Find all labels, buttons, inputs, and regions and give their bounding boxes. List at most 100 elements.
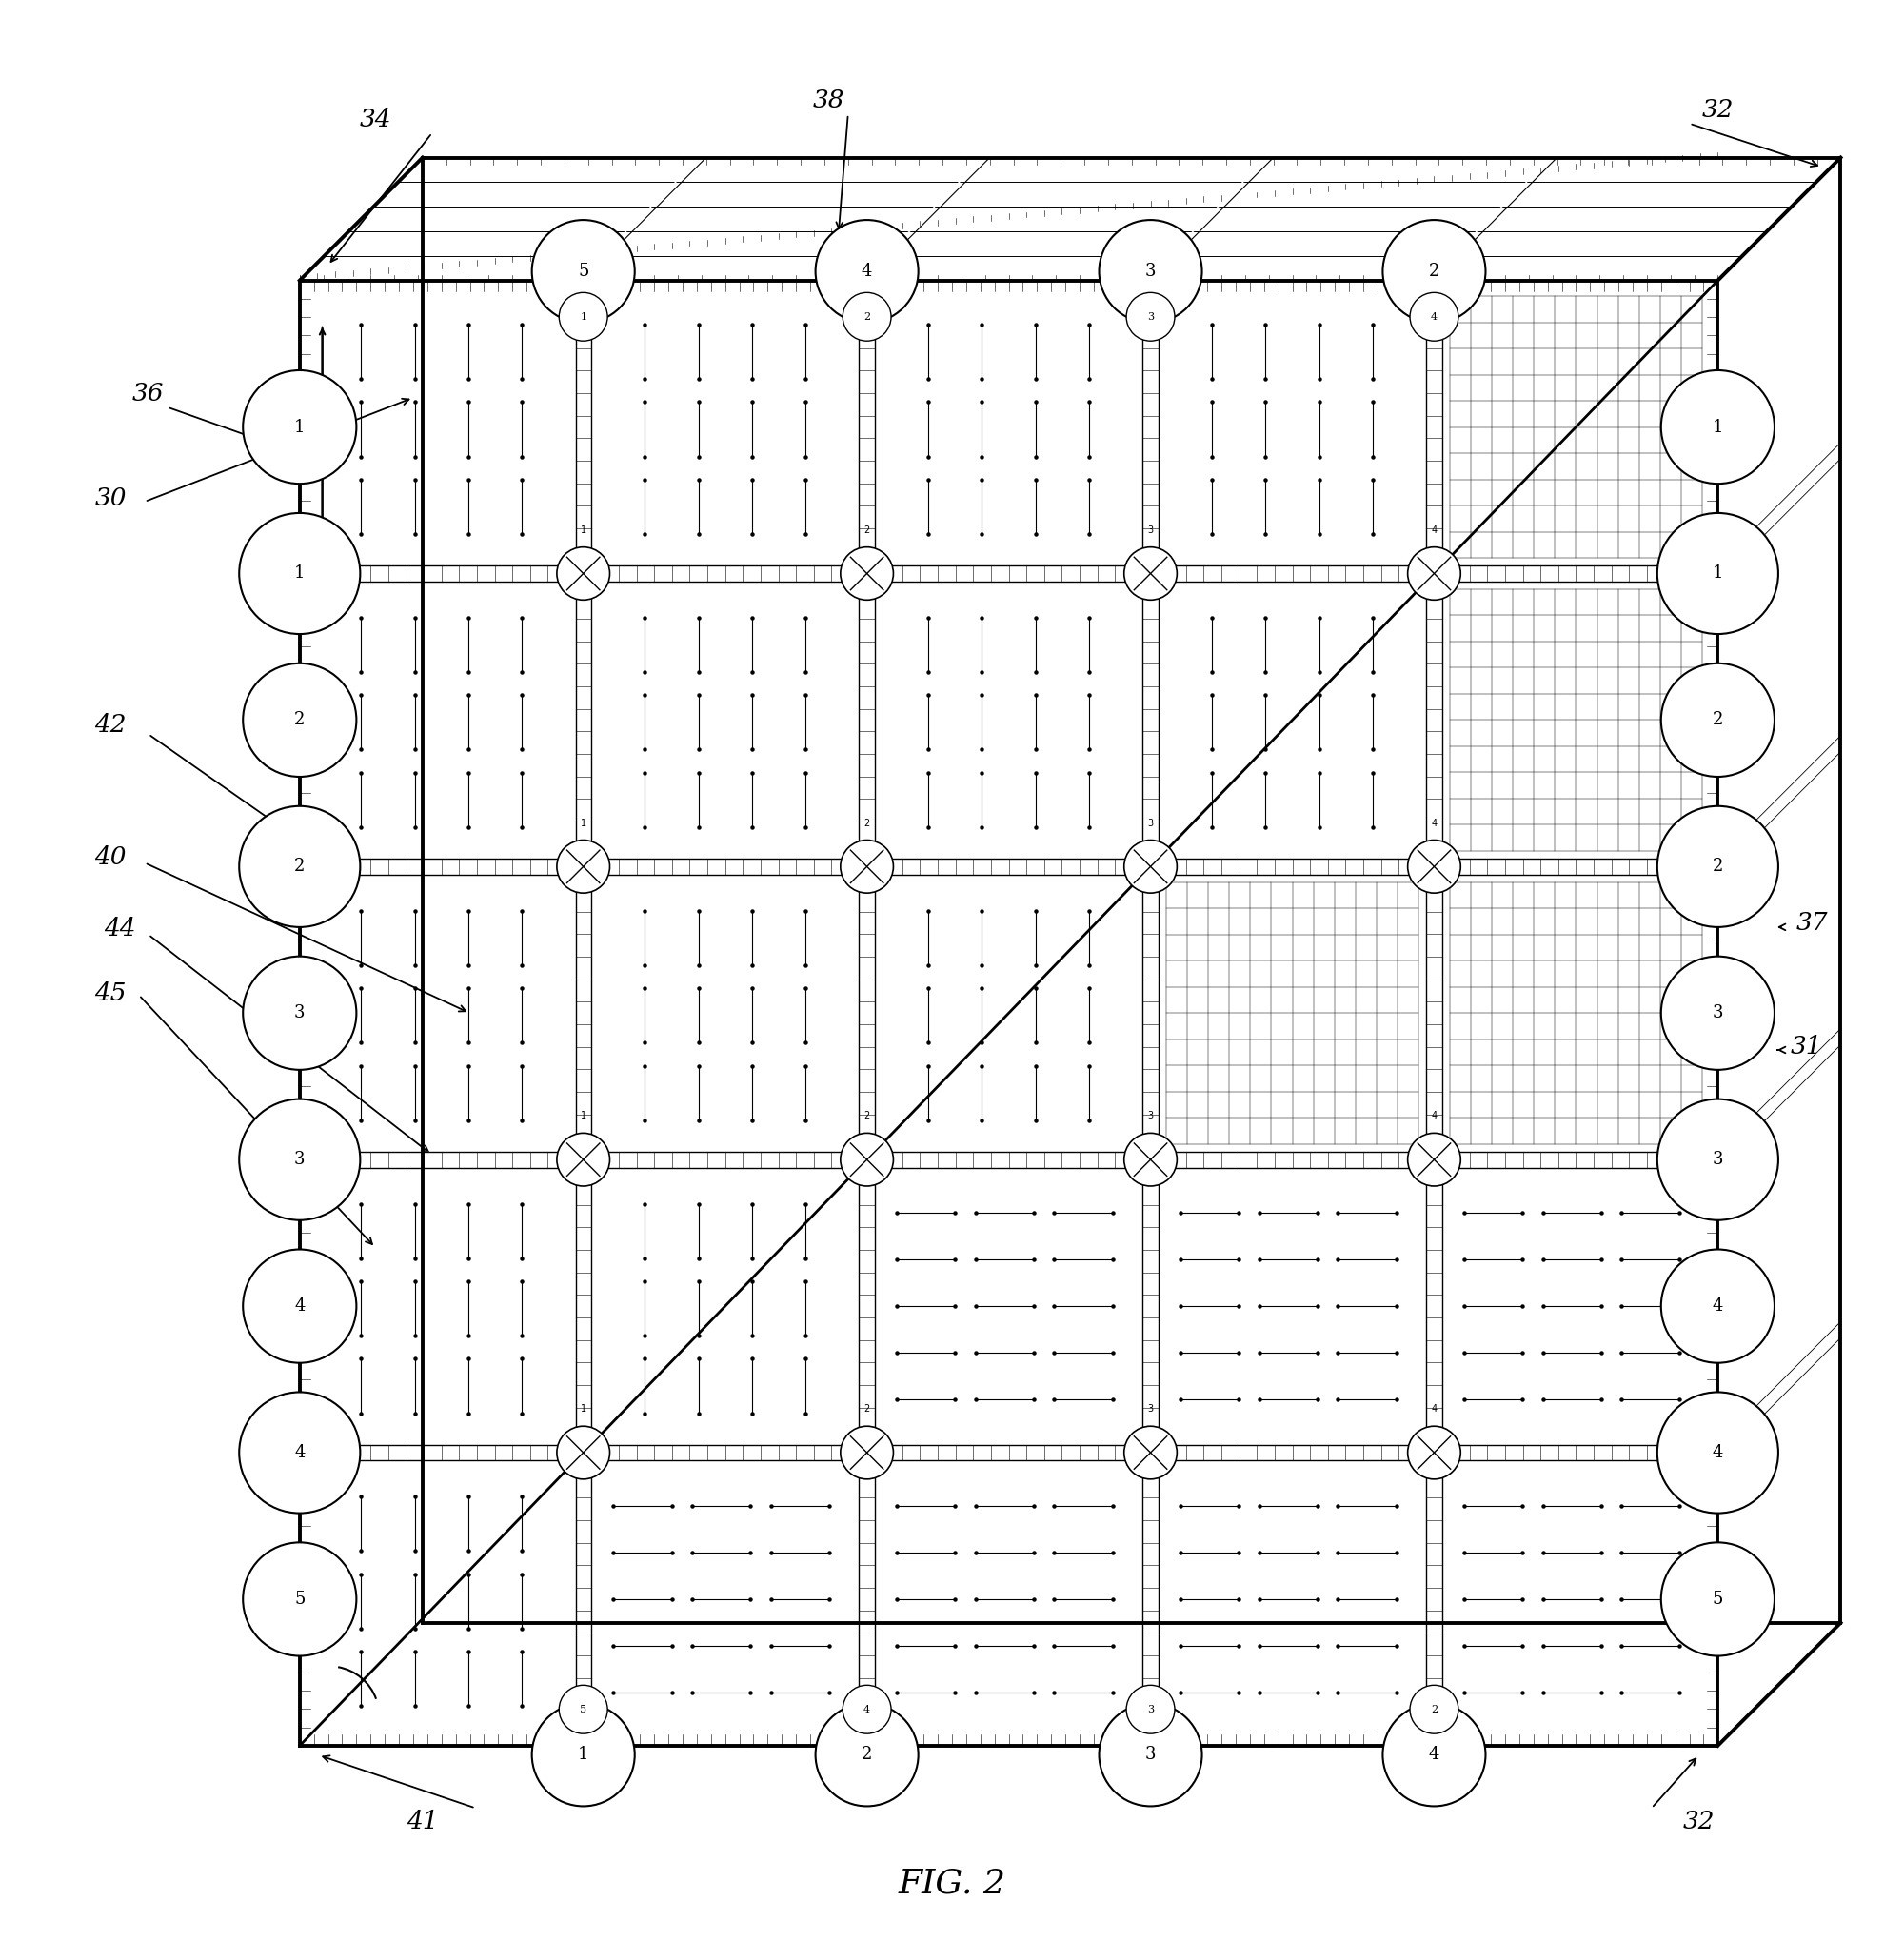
Circle shape (531, 220, 634, 323)
Circle shape (560, 1686, 607, 1733)
Circle shape (1407, 547, 1460, 600)
Text: 32: 32 (1683, 1809, 1716, 1833)
Text: 5: 5 (581, 1705, 586, 1715)
Text: 41: 41 (407, 1809, 438, 1833)
Circle shape (556, 1427, 609, 1480)
Text: 40: 40 (95, 845, 126, 868)
Text: 34: 34 (360, 108, 390, 131)
Circle shape (240, 1392, 360, 1513)
Circle shape (1099, 1703, 1201, 1807)
Text: 1: 1 (1712, 417, 1723, 435)
Circle shape (840, 1427, 893, 1480)
Circle shape (244, 662, 356, 776)
Circle shape (840, 547, 893, 600)
Text: 1: 1 (1712, 564, 1723, 582)
Text: 4: 4 (864, 1705, 870, 1715)
Text: 2: 2 (864, 1403, 870, 1413)
Circle shape (244, 956, 356, 1070)
Circle shape (1123, 547, 1177, 600)
Text: 4: 4 (1432, 1403, 1438, 1413)
Text: 1: 1 (581, 817, 586, 827)
Text: 2: 2 (1428, 263, 1439, 280)
Circle shape (1382, 220, 1485, 323)
Text: 3: 3 (1148, 1403, 1154, 1413)
Text: 44: 44 (105, 917, 135, 941)
Circle shape (1411, 1686, 1458, 1733)
Circle shape (1660, 662, 1775, 776)
Circle shape (1660, 1249, 1775, 1362)
Text: 2: 2 (864, 817, 870, 827)
Text: 2: 2 (864, 525, 870, 535)
Text: 2: 2 (864, 312, 870, 321)
Text: 4: 4 (1432, 817, 1438, 827)
Text: 4: 4 (1428, 1746, 1439, 1764)
Text: 1: 1 (581, 1403, 586, 1413)
Circle shape (560, 292, 607, 341)
Circle shape (1660, 370, 1775, 484)
Circle shape (843, 1686, 891, 1733)
Text: 42: 42 (95, 713, 126, 737)
Circle shape (240, 514, 360, 633)
Text: 3: 3 (295, 1151, 305, 1168)
Text: 3: 3 (295, 1005, 305, 1021)
Text: 4: 4 (1712, 1445, 1723, 1462)
Text: 4: 4 (1430, 312, 1438, 321)
Text: 4: 4 (1432, 1111, 1438, 1121)
Text: 3: 3 (1146, 1705, 1154, 1715)
Text: 1: 1 (581, 525, 586, 535)
Text: 1: 1 (295, 564, 305, 582)
Text: 1: 1 (577, 1746, 588, 1764)
Circle shape (240, 806, 360, 927)
Text: 2: 2 (295, 711, 305, 729)
Circle shape (556, 547, 609, 600)
Text: 1: 1 (581, 312, 586, 321)
Text: 4: 4 (1712, 1298, 1723, 1315)
Text: 3: 3 (1146, 312, 1154, 321)
Text: 3: 3 (1144, 1746, 1156, 1764)
Text: 4: 4 (295, 1445, 305, 1462)
Circle shape (1660, 956, 1775, 1070)
Circle shape (1407, 841, 1460, 894)
Text: 36: 36 (133, 382, 164, 406)
Text: 5: 5 (295, 1592, 305, 1607)
Text: 5: 5 (1712, 1592, 1723, 1607)
Circle shape (556, 1133, 609, 1186)
Text: 4: 4 (1432, 525, 1438, 535)
Text: 45: 45 (95, 982, 126, 1005)
Text: 3: 3 (1712, 1151, 1723, 1168)
Circle shape (244, 1249, 356, 1362)
Circle shape (556, 841, 609, 894)
Circle shape (1123, 1133, 1177, 1186)
Circle shape (1656, 514, 1778, 633)
Circle shape (1382, 1703, 1485, 1807)
Circle shape (1411, 292, 1458, 341)
Text: 1: 1 (581, 1111, 586, 1121)
Text: 38: 38 (813, 88, 845, 114)
Circle shape (1099, 220, 1201, 323)
Circle shape (1660, 1543, 1775, 1656)
Text: 3: 3 (1148, 525, 1154, 535)
Text: 31: 31 (1790, 1035, 1822, 1058)
Circle shape (244, 1543, 356, 1656)
Circle shape (840, 1133, 893, 1186)
Text: 3: 3 (1712, 1005, 1723, 1021)
Circle shape (240, 1100, 360, 1221)
Circle shape (840, 841, 893, 894)
Text: 3: 3 (1148, 817, 1154, 827)
Circle shape (1407, 1427, 1460, 1480)
Circle shape (1123, 841, 1177, 894)
Circle shape (244, 370, 356, 484)
Circle shape (1127, 1686, 1175, 1733)
Text: 4: 4 (861, 263, 872, 280)
Text: 32: 32 (1702, 98, 1735, 122)
Circle shape (1123, 1427, 1177, 1480)
Text: 2: 2 (861, 1746, 872, 1764)
Text: 3: 3 (1148, 1111, 1154, 1121)
Text: 30: 30 (95, 486, 126, 510)
Text: FIG. 2: FIG. 2 (899, 1868, 1005, 1899)
Circle shape (1656, 806, 1778, 927)
Circle shape (1656, 1100, 1778, 1221)
Text: 2: 2 (1712, 711, 1723, 729)
Circle shape (843, 292, 891, 341)
Circle shape (1127, 292, 1175, 341)
